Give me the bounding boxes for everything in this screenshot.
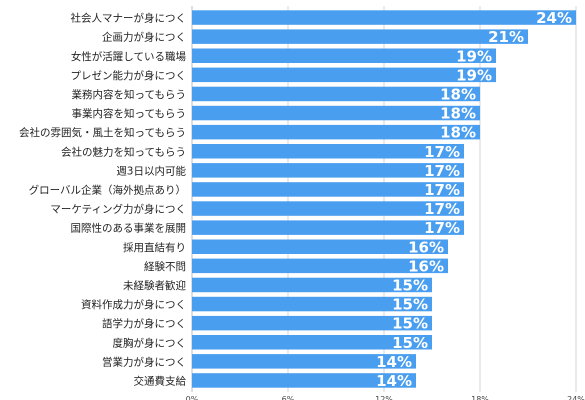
- category-label: 採用直結有り: [123, 241, 186, 254]
- bar: [192, 201, 464, 216]
- x-tick-label: 0%: [186, 395, 199, 400]
- bar: [192, 163, 464, 178]
- category-label: 女性が活躍している職場: [71, 50, 187, 63]
- category-label: マーケティング力が身につく: [50, 203, 186, 216]
- category-label: 経験不問: [144, 260, 186, 273]
- value-label: 15%: [392, 334, 428, 352]
- value-label: 17%: [424, 181, 460, 199]
- grid-lines: [191, 6, 577, 392]
- category-label: 未経験者歓迎: [123, 279, 186, 292]
- bar: [192, 354, 416, 369]
- bar: [192, 373, 416, 388]
- value-label: 24%: [536, 9, 572, 27]
- value-label: 18%: [440, 85, 476, 103]
- category-label: プレゼン能力が身につく: [71, 69, 187, 82]
- category-label: 国際性のある事業を展開: [71, 222, 187, 235]
- x-axis-tick-labels: 0% 6% 12% 18% 24%: [186, 395, 585, 400]
- category-label: 語学力が身につく: [102, 317, 186, 330]
- bar: [192, 258, 448, 274]
- bar: [192, 86, 480, 102]
- value-label: 19%: [456, 66, 492, 84]
- category-label: 週3日以内可能: [116, 164, 186, 177]
- bar: [192, 239, 448, 254]
- category-label: 社会人マナーが身につく: [71, 12, 187, 25]
- x-tick-label: 18%: [471, 395, 489, 400]
- value-label: 17%: [424, 143, 460, 161]
- bar: [192, 315, 432, 331]
- value-label: 17%: [424, 219, 460, 237]
- category-label: 企画力が身につく: [102, 31, 186, 44]
- value-label: 19%: [456, 47, 492, 65]
- x-tick-label: 6%: [282, 395, 295, 400]
- value-label: 18%: [440, 105, 476, 123]
- bar: [192, 48, 496, 63]
- value-label: 16%: [408, 257, 444, 275]
- category-label: 交通費支給: [134, 374, 187, 387]
- bar: [192, 220, 464, 235]
- value-label: 17%: [424, 200, 460, 218]
- bar: [192, 335, 432, 350]
- value-label: 15%: [392, 315, 428, 333]
- value-label: 15%: [392, 276, 428, 294]
- bar: [192, 182, 464, 197]
- bar: [192, 29, 528, 44]
- category-label: 営業力が身につく: [102, 355, 186, 368]
- x-tick-label: 12%: [375, 395, 393, 400]
- value-label: 21%: [488, 28, 524, 46]
- bar: [192, 296, 432, 312]
- value-label: 14%: [376, 353, 412, 371]
- x-tick-label: 24%: [567, 395, 585, 400]
- category-label: グローバル企業（海外拠点あり）: [29, 183, 186, 196]
- category-label: 事業内容を知ってもらう: [72, 107, 186, 120]
- bar: [192, 144, 464, 159]
- bars: [192, 10, 576, 388]
- bar: [192, 10, 576, 25]
- bar: [192, 277, 432, 293]
- category-label: 業務内容を知ってもらう: [72, 88, 186, 101]
- bar: [192, 124, 480, 140]
- category-label: 会社の魅力を知ってもらう: [61, 145, 186, 158]
- value-labels: 24%21%19%19%18%18%18%17%17%17%17%17%16%1…: [376, 9, 572, 390]
- value-label: 15%: [392, 296, 428, 314]
- value-label: 14%: [376, 372, 412, 390]
- category-labels: 社会人マナーが身につく企画力が身につく女性が活躍している職場プレゼン能力が身につ…: [19, 12, 186, 388]
- category-label: 資料作成力が身につく: [81, 298, 186, 311]
- value-label: 16%: [408, 238, 444, 256]
- bar: [192, 105, 480, 121]
- value-label: 17%: [424, 162, 460, 180]
- value-label: 18%: [440, 124, 476, 142]
- category-label: 度胸が身につく: [113, 336, 187, 349]
- bar: [192, 67, 496, 83]
- category-label: 会社の雰囲気・風土を知ってもらう: [19, 126, 186, 139]
